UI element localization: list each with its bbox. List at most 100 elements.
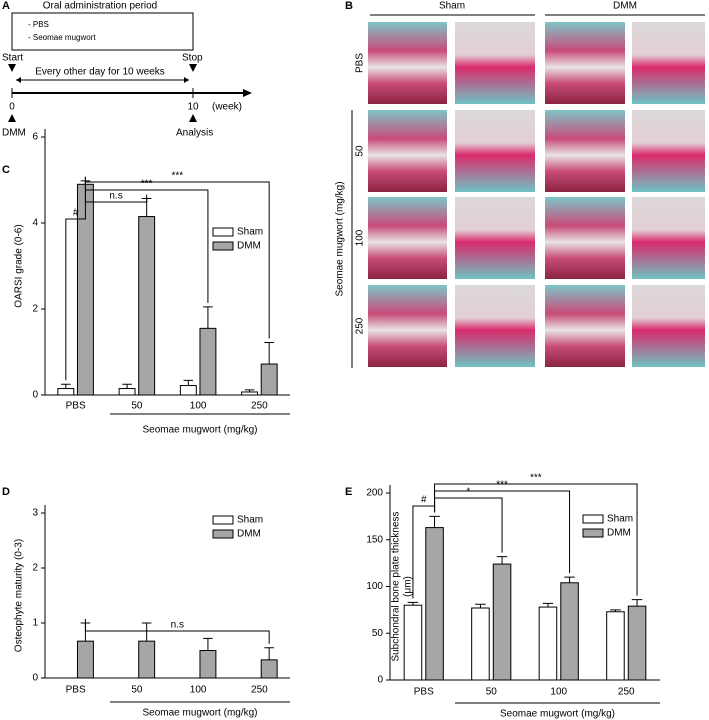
y-tick-label: 4 <box>32 218 38 229</box>
significance-label: *** <box>496 480 508 491</box>
y-tick-label: 6 <box>32 132 38 143</box>
significance-label: *** <box>141 179 153 190</box>
legend-label: DMM <box>237 241 261 252</box>
panel-b: B Sham DMM Seomae mugwort (mg/kg) PBS 50 1… <box>335 0 705 368</box>
timeline-unit: (week) <box>212 102 242 113</box>
y-axis-label: Osteophyte maturity (0-3) <box>14 539 25 652</box>
significance-label: * <box>466 487 470 498</box>
column-label: DMM <box>613 1 637 12</box>
histology-image <box>632 110 705 192</box>
histology-image <box>368 285 447 367</box>
legend-label: DMM <box>237 529 261 540</box>
row-label: PBS <box>355 53 366 73</box>
y-axis-label: OARSI grade (0-6) <box>14 224 25 307</box>
x-tick-label: 250 <box>618 687 635 698</box>
legend-label: Sham <box>237 515 263 526</box>
error-bar <box>407 601 419 606</box>
x-tick-label: 250 <box>251 401 268 412</box>
event-label: DMM <box>2 128 26 139</box>
y-tick-label: 0 <box>32 673 38 684</box>
bar <box>538 606 558 681</box>
histology-image <box>455 22 535 104</box>
error-bar <box>564 576 575 583</box>
legend-swatch <box>582 514 604 524</box>
histology-image <box>545 285 625 367</box>
box-item: - Seomae mugwort <box>28 33 96 42</box>
bar <box>179 385 197 396</box>
bar <box>627 605 647 681</box>
histology-image <box>368 197 447 279</box>
bar <box>606 611 625 681</box>
panel-letter: D <box>2 486 10 498</box>
row-label: 250 <box>355 317 366 334</box>
bar <box>260 659 278 679</box>
x-tick-label: 250 <box>251 685 268 696</box>
error-bar <box>122 383 132 389</box>
y-tick-label: 3 <box>32 508 38 519</box>
stop-marker <box>189 64 197 72</box>
y-tick-label: 100 <box>366 581 383 592</box>
panel-letter: A <box>2 0 10 12</box>
x-tick-label: 50 <box>131 685 143 696</box>
error-bar <box>61 383 71 389</box>
significance-bracket <box>84 176 209 303</box>
panel-a: A Oral administration period - PBS - Seo… <box>2 0 252 139</box>
significance-label: *** <box>530 473 542 484</box>
histology-image <box>632 22 705 104</box>
significance-bracket <box>84 176 270 339</box>
bar <box>57 388 75 396</box>
histology-image <box>632 285 705 367</box>
bar <box>118 388 136 396</box>
error-bar <box>203 306 213 329</box>
histology-image <box>455 110 535 192</box>
x-tick-label: PBS <box>66 401 86 412</box>
timeline-head <box>243 89 252 97</box>
row-group-label: Seomae mugwort (mg/kg) <box>335 181 346 296</box>
event-marker <box>189 114 197 122</box>
panel-letter: C <box>2 164 10 176</box>
bar <box>425 527 444 681</box>
histology-image <box>632 197 705 279</box>
significance-label: n.s <box>109 191 122 202</box>
bar <box>241 391 259 396</box>
row-label: 100 <box>355 229 366 246</box>
significance-bracket <box>434 483 638 596</box>
y-axis-label: Subchondral bone plate thickness <box>391 511 402 661</box>
x-tick-label: PBS <box>414 687 434 698</box>
box-item: - PBS <box>28 20 49 29</box>
histology-image <box>368 110 447 192</box>
group-label: Seomae mugwort (mg/kg) <box>142 708 257 719</box>
interval-label: Every other day for 10 weeks <box>35 67 165 78</box>
histology-image <box>455 285 535 367</box>
y-tick-label: 50 <box>372 628 384 639</box>
legend-label: Sham <box>607 514 633 525</box>
significance-label: *** <box>171 171 183 182</box>
legend-swatch <box>212 241 234 251</box>
legend-label: Sham <box>237 227 263 238</box>
timeline-label: 10 <box>187 102 199 113</box>
legend-label: DMM <box>607 528 631 539</box>
y-tick-label: 0 <box>32 390 38 401</box>
box-title: Oral administration period <box>43 1 158 12</box>
y-tick-label: 0 <box>377 675 383 686</box>
error-bar <box>203 637 213 651</box>
bar <box>560 582 579 681</box>
bar <box>492 563 512 681</box>
bar <box>260 363 278 396</box>
bar <box>199 650 217 679</box>
column-label: Sham <box>439 1 465 12</box>
error-bar <box>244 389 255 392</box>
start-marker <box>8 64 16 72</box>
bar <box>471 607 490 681</box>
error-bar <box>475 603 486 609</box>
bar <box>138 216 156 396</box>
significance-bracket <box>434 497 503 553</box>
start-label: Start <box>2 53 23 64</box>
event-label: Analysis <box>176 128 213 139</box>
group-label: Seomae mugwort (mg/kg) <box>500 709 615 720</box>
bar <box>138 640 156 679</box>
panel-letter: E <box>345 486 352 498</box>
error-bar <box>183 379 194 386</box>
error-bar <box>429 515 440 528</box>
